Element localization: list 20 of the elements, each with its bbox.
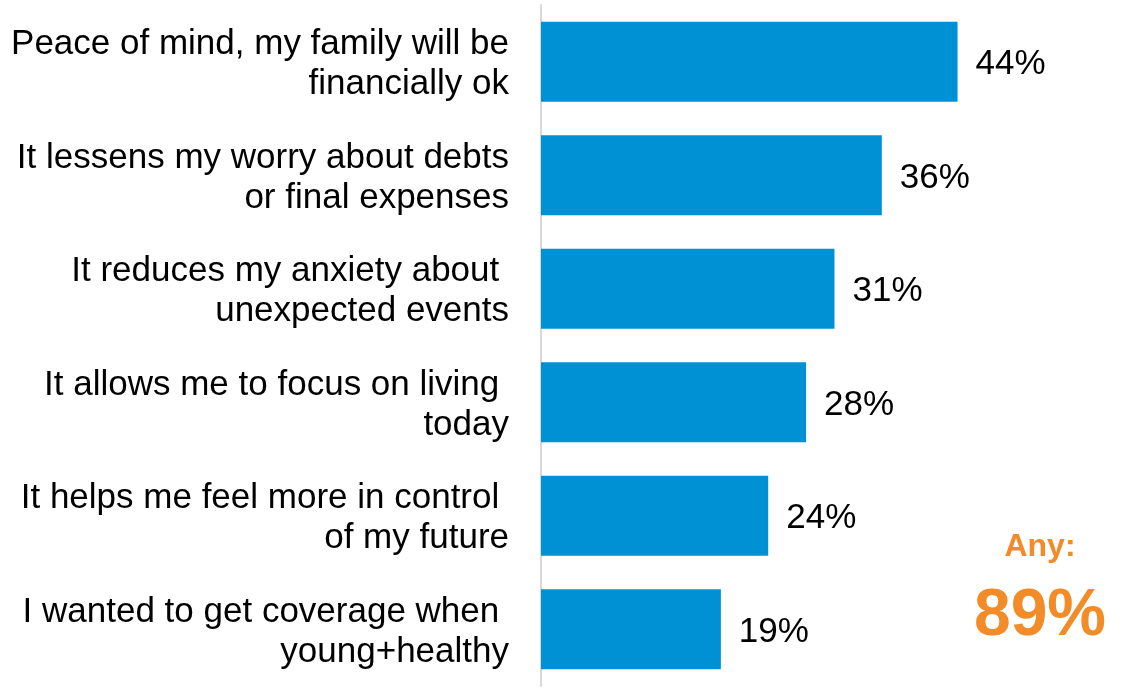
bar — [541, 362, 807, 443]
bar — [541, 21, 958, 102]
data-label: 36% — [899, 155, 970, 195]
y-tick-label: It reduces my anxiety about unexpected events — [71, 249, 509, 329]
text: Any: — [1004, 527, 1076, 563]
data-label: 19% — [738, 609, 809, 649]
y-tick-label: It allows me to focus on living today — [44, 362, 510, 442]
bar — [541, 248, 835, 329]
bar — [541, 589, 721, 670]
data-label: 24% — [786, 496, 857, 536]
bar — [541, 475, 769, 556]
data-label: 28% — [824, 382, 895, 422]
data-label: 31% — [852, 269, 923, 309]
text: 89% — [973, 575, 1107, 649]
bar — [541, 135, 882, 216]
y-tick-label: Peace of mind, my family will be financially ok — [11, 22, 510, 102]
data-label: 44% — [975, 42, 1046, 82]
y-tick-label: I wanted to get coverage when young+healthy — [22, 589, 510, 669]
y-tick-label: It helps me feel more in control of my future — [20, 476, 509, 556]
y-tick-label: It lessens my worry about debts or final expenses — [16, 135, 509, 215]
